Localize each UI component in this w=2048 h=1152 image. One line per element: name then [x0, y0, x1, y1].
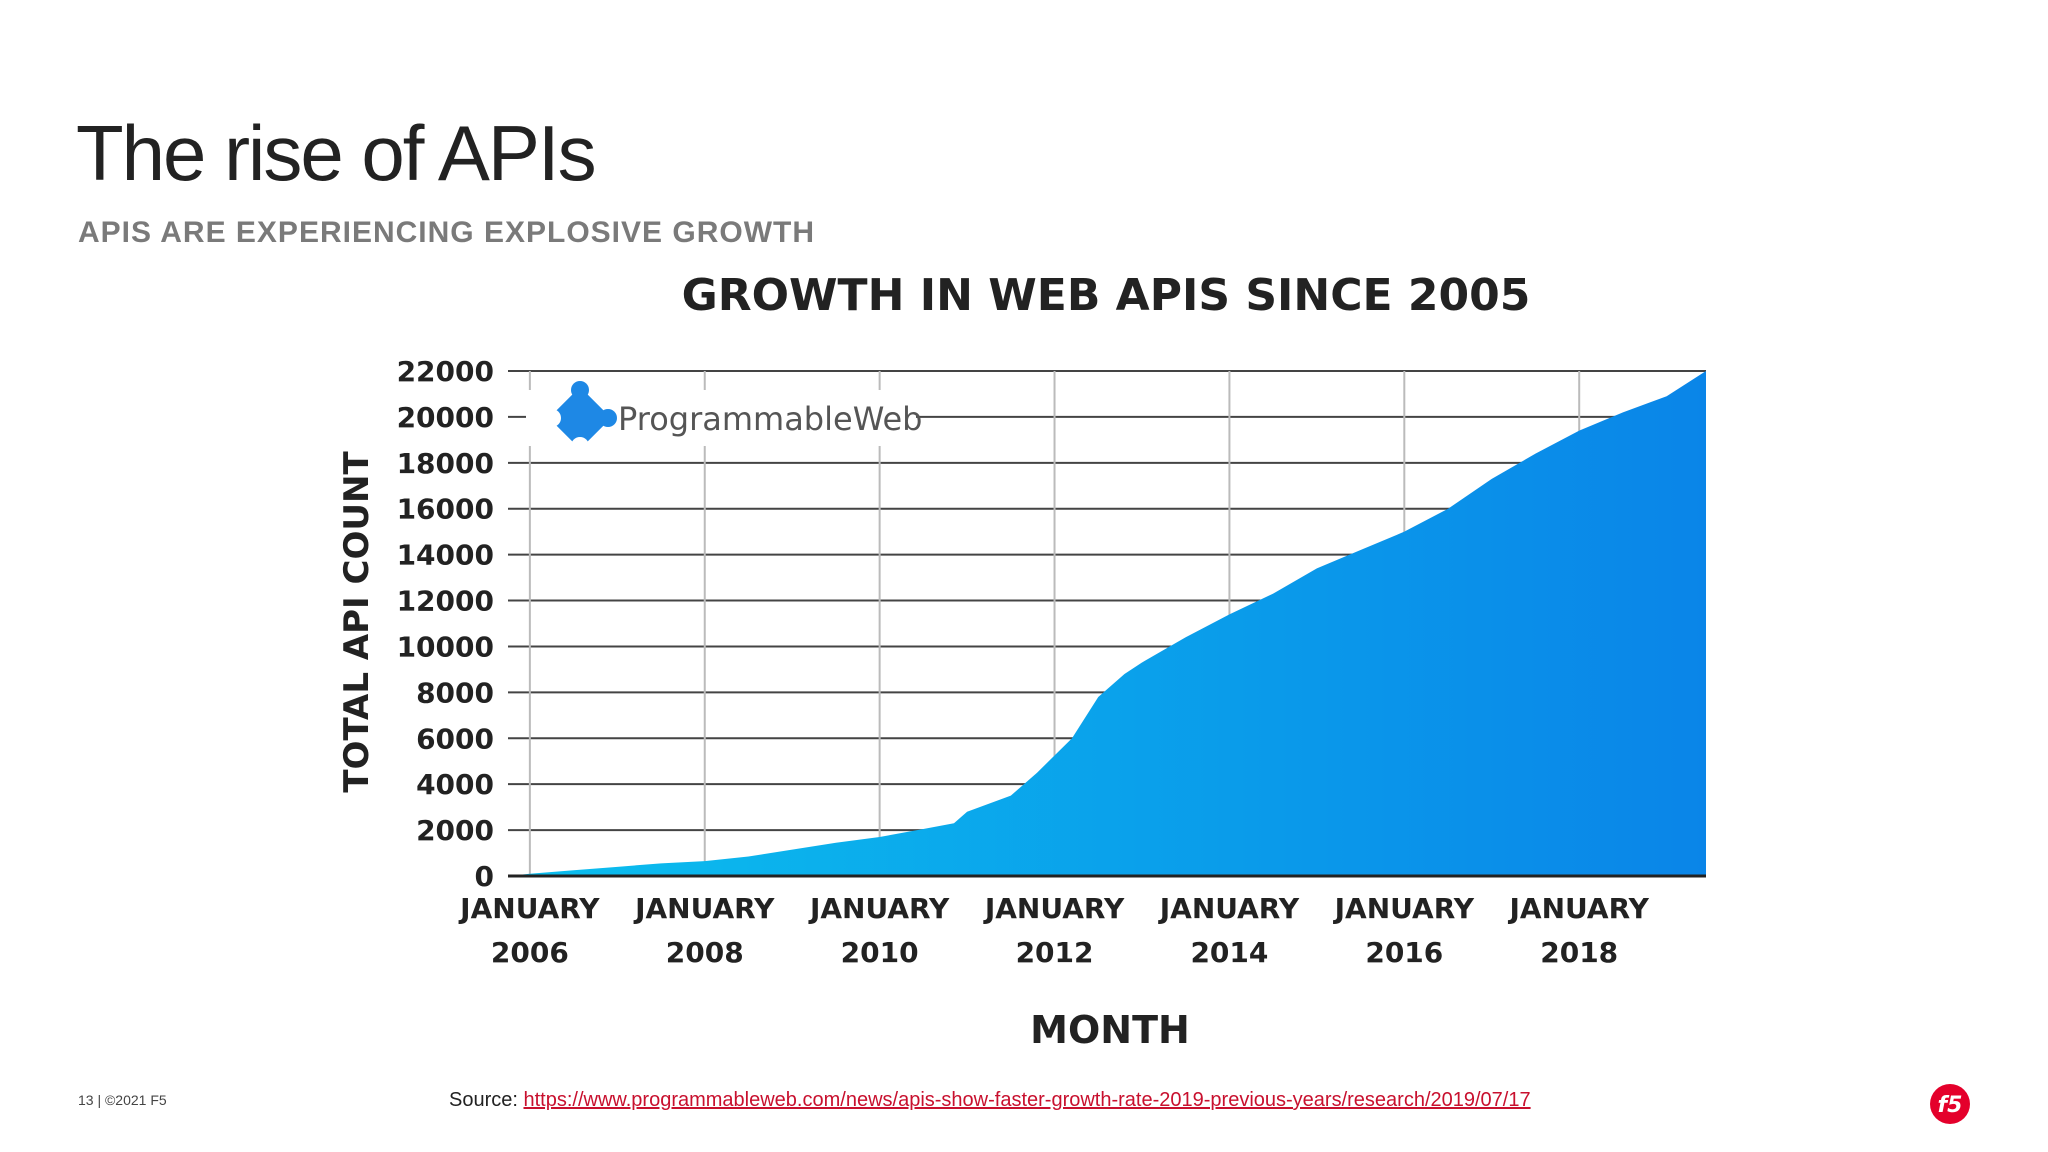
y-tick-label: 0 — [475, 860, 494, 893]
x-tick-label-year: 2016 — [1365, 936, 1443, 969]
page-number: 13 | ©2021 F5 — [78, 1092, 167, 1108]
y-tick-label: 20000 — [397, 401, 494, 434]
x-tick-label-month: JANUARY — [1158, 892, 1300, 925]
slide-subtitle: APIS ARE EXPERIENCING EXPLOSIVE GROWTH — [78, 216, 815, 249]
x-tick-label-month: JANUARY — [808, 892, 950, 925]
y-tick-label: 4000 — [416, 768, 494, 801]
y-tick-label: 12000 — [397, 585, 494, 618]
area-series — [508, 371, 1706, 876]
y-tick-label: 22000 — [397, 355, 494, 388]
y-tick-label: 2000 — [416, 814, 494, 847]
x-tick-label-year: 2012 — [1016, 936, 1094, 969]
source-link[interactable]: https://www.programmableweb.com/news/api… — [523, 1089, 1531, 1111]
x-tick-label-year: 2014 — [1190, 936, 1268, 969]
x-tick-label-year: 2008 — [666, 936, 744, 969]
programmableweb-logo: ProgrammableWeb — [526, 381, 922, 455]
y-tick-label: 8000 — [416, 676, 494, 709]
source-citation: Source: https://www.programmableweb.com/… — [449, 1089, 1531, 1112]
x-tick-label-year: 2018 — [1540, 936, 1618, 969]
chart-title: GROWTH IN WEB APIS SINCE 2005 — [682, 270, 1531, 321]
x-tick-label-month: JANUARY — [1333, 892, 1475, 925]
y-tick-label: 14000 — [397, 539, 494, 572]
x-axis-label: MONTH — [1030, 1008, 1190, 1052]
x-tick-label-month: JANUARY — [983, 892, 1125, 925]
y-tick-label: 18000 — [397, 447, 494, 480]
logo-text: ProgrammableWeb — [618, 400, 922, 438]
puzzle-piece-icon — [543, 381, 617, 455]
x-tick-label-month: JANUARY — [458, 892, 600, 925]
slide-title: The rise of APIs — [76, 109, 597, 197]
x-tick-label-year: 2010 — [841, 936, 919, 969]
x-tick-label-month: JANUARY — [633, 892, 775, 925]
y-axis-label: TOTAL API COUNT — [337, 451, 377, 793]
y-tick-label: 16000 — [397, 493, 494, 526]
y-tick-label: 10000 — [397, 630, 494, 663]
svg-text:f5: f5 — [1938, 1093, 1963, 1118]
x-tick-label-year: 2006 — [491, 936, 569, 969]
y-tick-label: 6000 — [416, 722, 494, 755]
x-tick-label-month: JANUARY — [1508, 892, 1650, 925]
source-label: Source: — [449, 1089, 524, 1111]
f5-logo-icon: f5 — [1930, 1084, 1970, 1124]
